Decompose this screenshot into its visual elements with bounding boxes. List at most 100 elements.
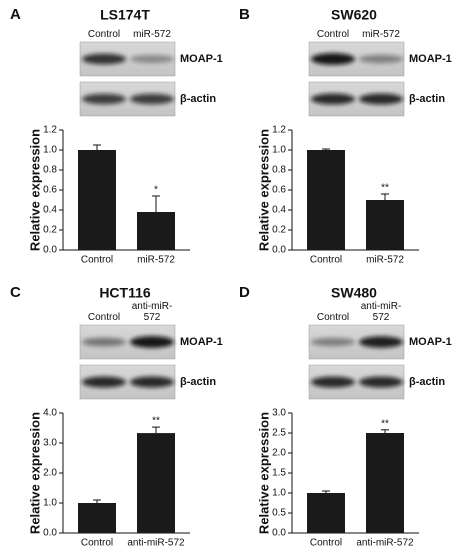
bar (366, 433, 404, 533)
blot-band (311, 93, 355, 105)
y-tick-label: 3.0 (272, 408, 286, 419)
y-tick-label: 0.6 (43, 185, 57, 196)
lane-label-box: Control (316, 312, 350, 323)
bar (78, 150, 116, 250)
lane-label: Control (87, 312, 121, 323)
significance: ** (381, 183, 389, 194)
lane-label-box: Control (87, 29, 121, 40)
significance: ** (381, 418, 389, 429)
panel-letter: A (10, 6, 21, 23)
band-label: β-actin (409, 93, 445, 105)
lane-label: anti-miR-572 (360, 301, 402, 323)
blot-band (82, 53, 126, 65)
lane-label-box: Control (316, 29, 350, 40)
lane-label: Control (316, 29, 350, 40)
panel-title: SW480 (331, 285, 377, 301)
y-tick-label: 1.5 (272, 468, 286, 479)
blot-band (130, 93, 174, 105)
y-axis-label: Relative expression (27, 412, 42, 534)
lane-label-box: miR-572 (362, 29, 400, 40)
y-tick-label: 2.0 (272, 448, 286, 459)
blot-band (82, 376, 126, 388)
y-tick-label: 0.2 (43, 225, 57, 236)
blot-band (311, 376, 355, 388)
band-label: MOAP-1 (409, 336, 452, 348)
y-tick-label: 4.0 (43, 408, 57, 419)
band-label: MOAP-1 (180, 53, 223, 65)
lane-label: miR-572 (362, 29, 400, 40)
panel-title: LS174T (100, 7, 150, 23)
x-tick-label: Control (310, 255, 342, 266)
y-tick-label: 0.0 (272, 528, 286, 539)
y-tick-label: 0.4 (272, 205, 286, 216)
y-axis-label: Relative expression (256, 129, 271, 251)
band-label: β-actin (180, 376, 216, 388)
y-tick-label: 0.4 (43, 205, 57, 216)
y-tick-label: 1.0 (272, 488, 286, 499)
band-label: β-actin (409, 376, 445, 388)
y-tick-label: 1.0 (272, 145, 286, 156)
bar (307, 493, 345, 533)
lane-label: Control (316, 312, 350, 323)
x-tick-label: Control (81, 255, 113, 266)
bar (78, 503, 116, 533)
y-tick-label: 0.0 (43, 528, 57, 539)
y-axis-label: Relative expression (27, 129, 42, 251)
bar (137, 212, 175, 250)
blot-band (311, 53, 355, 65)
y-tick-label: 3.0 (43, 438, 57, 449)
panel-letter: C (10, 284, 21, 301)
blot-band (130, 336, 174, 348)
blot-band (359, 93, 403, 105)
lane-label: Control (87, 29, 121, 40)
y-tick-label: 1.0 (43, 145, 57, 156)
panel-title: HCT116 (99, 285, 151, 301)
lane-label-box: anti-miR-572 (360, 301, 402, 323)
y-tick-label: 0.8 (272, 165, 286, 176)
lane-label-box: anti-miR-572 (131, 301, 173, 323)
y-tick-label: 0.0 (272, 245, 286, 256)
x-tick-label: Control (310, 538, 342, 549)
blot-band (311, 337, 355, 347)
x-tick-label: miR-572 (366, 255, 404, 266)
lane-label-box: miR-572 (133, 29, 171, 40)
y-tick-label: 1.0 (43, 498, 57, 509)
band-label: MOAP-1 (180, 336, 223, 348)
band-label: MOAP-1 (409, 53, 452, 65)
lane-label: miR-572 (133, 29, 171, 40)
x-tick-label: miR-572 (137, 255, 175, 266)
lane-label: anti-miR-572 (131, 301, 173, 323)
significance: ** (152, 416, 160, 427)
blot-band (359, 54, 403, 64)
bar (366, 200, 404, 250)
blot-band (130, 376, 174, 388)
y-tick-label: 1.2 (272, 125, 286, 136)
x-tick-label: anti-miR-572 (356, 538, 414, 549)
y-tick-label: 0.6 (272, 185, 286, 196)
blot-band (82, 337, 126, 347)
bar (307, 150, 345, 250)
y-tick-label: 0.2 (272, 225, 286, 236)
bar (137, 433, 175, 533)
x-tick-label: anti-miR-572 (127, 538, 185, 549)
y-tick-label: 0.5 (272, 508, 286, 519)
panel-letter: B (239, 6, 250, 23)
blot-band (359, 336, 403, 348)
panel-title: SW620 (331, 7, 377, 23)
y-tick-label: 2.5 (272, 428, 286, 439)
y-tick-label: 1.2 (43, 125, 57, 136)
lane-label-box: Control (87, 312, 121, 323)
y-tick-label: 0.8 (43, 165, 57, 176)
band-label: β-actin (180, 93, 216, 105)
panel-letter: D (239, 284, 250, 301)
blot-band (359, 376, 403, 388)
blot-band (82, 93, 126, 105)
y-axis-label: Relative expression (256, 412, 271, 534)
x-tick-label: Control (81, 538, 113, 549)
blot-band (130, 54, 174, 64)
significance: * (154, 185, 158, 196)
y-tick-label: 0.0 (43, 245, 57, 256)
y-tick-label: 2.0 (43, 468, 57, 479)
